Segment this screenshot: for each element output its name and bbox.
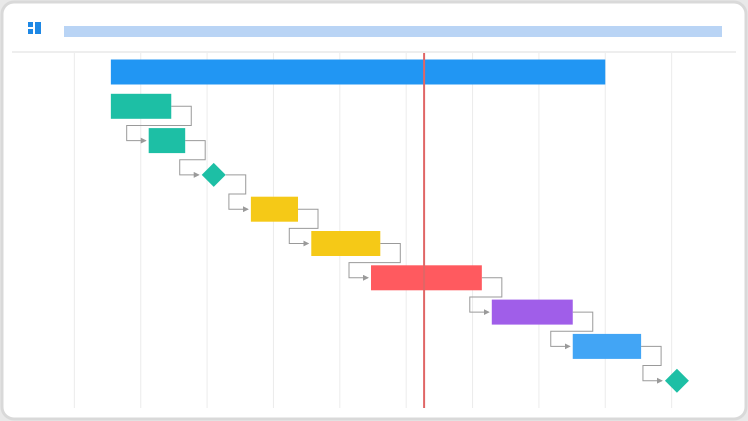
task-bar <box>148 128 186 154</box>
dependency-arrow <box>288 208 319 247</box>
dependency-arrow <box>469 277 503 316</box>
task-bar <box>110 93 172 119</box>
dependency-arrow <box>126 105 192 144</box>
app-logo <box>28 22 41 34</box>
milestone <box>664 368 689 393</box>
task-bar <box>491 299 573 325</box>
dependency-arrow <box>550 311 594 350</box>
dependency-arrow <box>225 174 249 213</box>
task-bar <box>311 231 381 256</box>
header-bar <box>64 26 722 37</box>
task-bar <box>572 333 642 359</box>
milestone <box>201 162 226 187</box>
dependency-arrow <box>348 243 401 281</box>
task-bar <box>371 265 482 291</box>
dependency-arrow <box>179 140 206 178</box>
dependency-arrow <box>641 345 663 384</box>
task-bar <box>110 59 606 85</box>
task-bar <box>250 196 299 222</box>
